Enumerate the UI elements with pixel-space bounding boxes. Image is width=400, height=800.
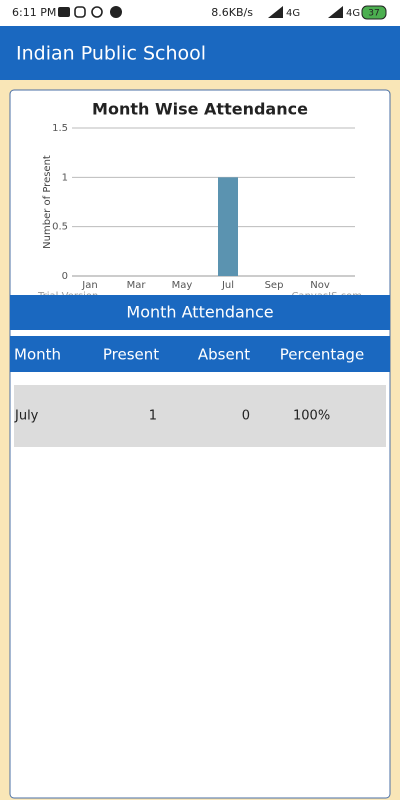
table: Month Attendance Month Present Absent Perce… [10,295,390,447]
battery-level: 37 [368,9,379,19]
status-time: 6:11 PM [12,6,56,19]
y-axis-label: Number of Present [42,155,53,249]
status-speed: 8.6KB/s [211,6,253,19]
table-cell: 100% [293,409,330,424]
youtube-icon [58,7,70,17]
table-title-bar [10,295,390,330]
y-tick-label: 0.5 [52,222,68,233]
instagram-icon [74,6,86,18]
column-header: Percentage [280,346,364,364]
signal-icon [328,6,343,18]
table-cell: 1 [149,409,157,424]
chart-title: Month Wise Attendance [92,100,308,119]
x-tick-label: Jul [221,280,234,291]
x-tick-label: Mar [127,280,147,291]
signal-icon [268,6,283,18]
column-header: Month [14,346,61,364]
header-row [10,336,390,372]
x-tick-label: Sep [265,280,284,291]
table-title: Month Attendance [126,303,273,322]
p-icon [110,6,122,18]
y-tick-label: 1.5 [52,123,68,134]
status-network: 4G [346,8,360,19]
status-network: 4G [286,8,300,19]
battery-icon [361,5,387,20]
sync-icon [91,6,103,18]
y-tick-label: 1 [62,172,68,183]
column-header: Present [103,346,159,364]
column-header: Absent [198,346,250,364]
table-cell: July [14,409,39,424]
bar [218,177,238,276]
y-tick-label: 0 [62,271,68,282]
data-row [14,385,386,447]
x-tick-label: Jan [81,280,97,291]
x-tick-label: Nov [310,280,330,291]
table-cell: 0 [242,409,250,424]
app-title: Indian Public School [16,43,206,65]
app-bar [0,26,400,80]
x-tick-label: May [172,280,193,291]
